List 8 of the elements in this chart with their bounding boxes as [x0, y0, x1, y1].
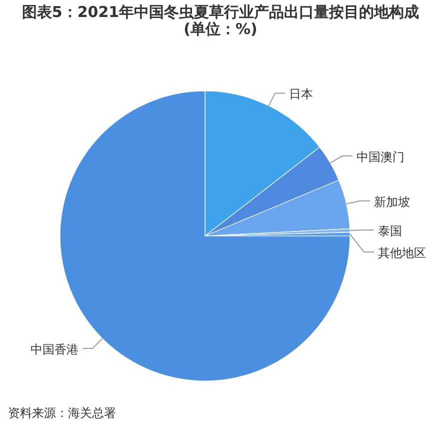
chart-title: 图表5：2021年中国冬虫夏草行业产品出口量按目的地构成(单位：%): [20, 3, 420, 38]
slice-label: 中国香港: [30, 342, 79, 356]
slice-label: 日本: [288, 87, 313, 102]
slice-label: 泰国: [378, 224, 402, 238]
text: 资料来源：海关总署: [8, 406, 116, 420]
slice-label: 中国澳门: [356, 150, 404, 164]
slice-label: 其他地区: [378, 246, 426, 260]
slice-label: 新加坡: [374, 194, 410, 209]
